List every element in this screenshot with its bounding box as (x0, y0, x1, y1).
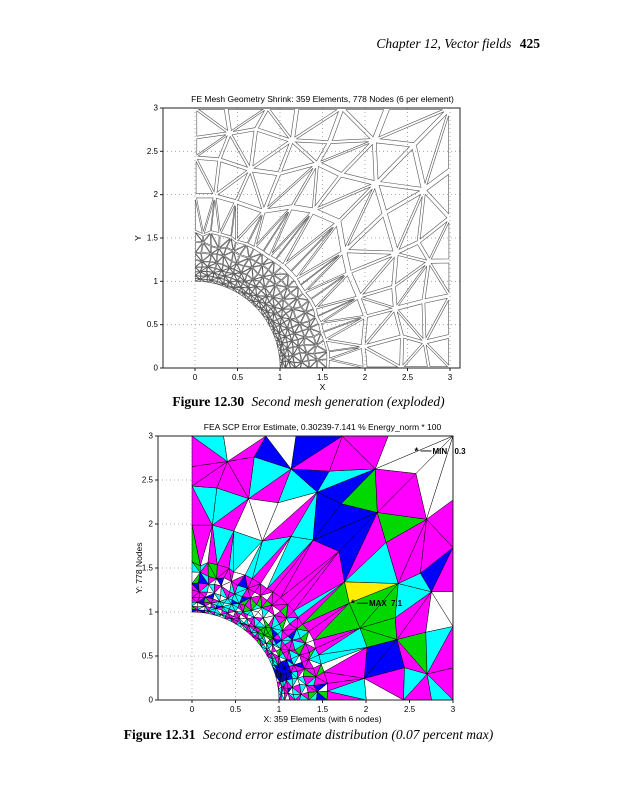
tick-labels: 0 0.5 1 1.5 2 2.5 3 0 0.5 1 1.5 2 2.5 3 (147, 103, 453, 382)
x-tick-label: 1 (278, 373, 283, 382)
y-axis-label: Y (133, 235, 143, 241)
max-marker-asterisk: * (351, 599, 355, 610)
figure-12-30-caption-label: Figure 12.30 (172, 394, 245, 409)
tick-marks (160, 107, 451, 371)
figure-12-31-caption-text: Second error estimate distribution (0.07… (202, 727, 494, 742)
y-tick-label: 3 (154, 103, 159, 112)
page-number: 425 (519, 36, 540, 51)
min-value: 0.3 (454, 447, 466, 456)
y-tick-label: 0.5 (147, 320, 159, 329)
y-tick-label: 3 (149, 432, 154, 441)
min-marker-asterisk: * (415, 446, 419, 457)
max-label: MAX (369, 599, 387, 608)
x-tick-label: 3 (448, 373, 453, 382)
figure-12-30-caption-text: Second mesh generation (exploded) (251, 394, 445, 409)
y-tick-label: 1 (149, 608, 154, 617)
x-tick-label: 2 (364, 705, 369, 714)
max-value: 7.1 (391, 599, 403, 608)
y-tick-label: 1.5 (142, 564, 154, 573)
x-tick-label: 1.5 (317, 373, 329, 382)
y-tick-label: 0 (154, 364, 159, 373)
x-tick-label: 2.5 (402, 373, 414, 382)
x-tick-label: 1 (277, 705, 282, 714)
y-tick-label: 0 (149, 696, 154, 705)
plot-title: FEA SCP Error Estimate, 0.30239-7.141 % … (204, 422, 442, 432)
x-axis-label: X: 359 Elements (with 6 nodes) (263, 714, 381, 724)
mesh-colored-triangles (191, 435, 454, 701)
y-tick-label: 2 (149, 520, 154, 529)
figure-12-31-caption: Figure 12.31 Second error estimate distr… (0, 727, 617, 743)
min-label: MIN (432, 447, 447, 456)
mesh-outline-triangles (194, 109, 450, 369)
x-tick-label: 3 (451, 705, 456, 714)
y-tick-label: 1.5 (147, 233, 159, 242)
x-tick-label: 0.5 (230, 705, 242, 714)
y-tick-label: 1 (154, 277, 159, 286)
y-tick-label: 2.5 (147, 147, 159, 156)
plot-title: FE Mesh Geometry Shrink: 359 Elements, 7… (191, 94, 454, 104)
chapter-title: Chapter 12, Vector fields (376, 36, 512, 51)
y-axis-label: Y: 778 Nodes (134, 542, 144, 593)
tick-marks (155, 435, 454, 703)
figure-12-30-plot: 0 0.5 1 1.5 2 2.5 3 0 0.5 1 1.5 2 2.5 3 FE Mesh Geomet… (133, 94, 461, 392)
y-tick-label: 2 (154, 190, 159, 199)
y-tick-label: 0.5 (142, 652, 154, 661)
x-axis-label: X (320, 382, 326, 392)
page-header: Chapter 12, Vector fields 425 (0, 36, 540, 52)
x-tick-label: 2.5 (404, 705, 416, 714)
x-tick-label: 0 (193, 373, 198, 382)
figure-12-30-caption: Figure 12.30 Second mesh generation (exp… (0, 394, 617, 410)
figure-12-31-caption-label: Figure 12.31 (123, 727, 196, 742)
x-tick-label: 2 (363, 373, 368, 382)
min-max-annotations: * MIN 0.3 * MAX 7.1 (351, 446, 466, 609)
y-tick-label: 2.5 (142, 476, 154, 485)
x-tick-label: 1.5 (317, 705, 329, 714)
tick-labels: 0 0.5 1 1.5 2 2.5 3 0 0.5 1 1.5 2 2.5 3 (142, 432, 456, 715)
figure-12-31-plot: 0 0.5 1 1.5 2 2.5 3 0 0.5 1 1.5 2 2.5 3 FEA SCP Error … (134, 422, 466, 724)
x-tick-label: 0 (190, 705, 195, 714)
x-tick-label: 0.5 (232, 373, 244, 382)
